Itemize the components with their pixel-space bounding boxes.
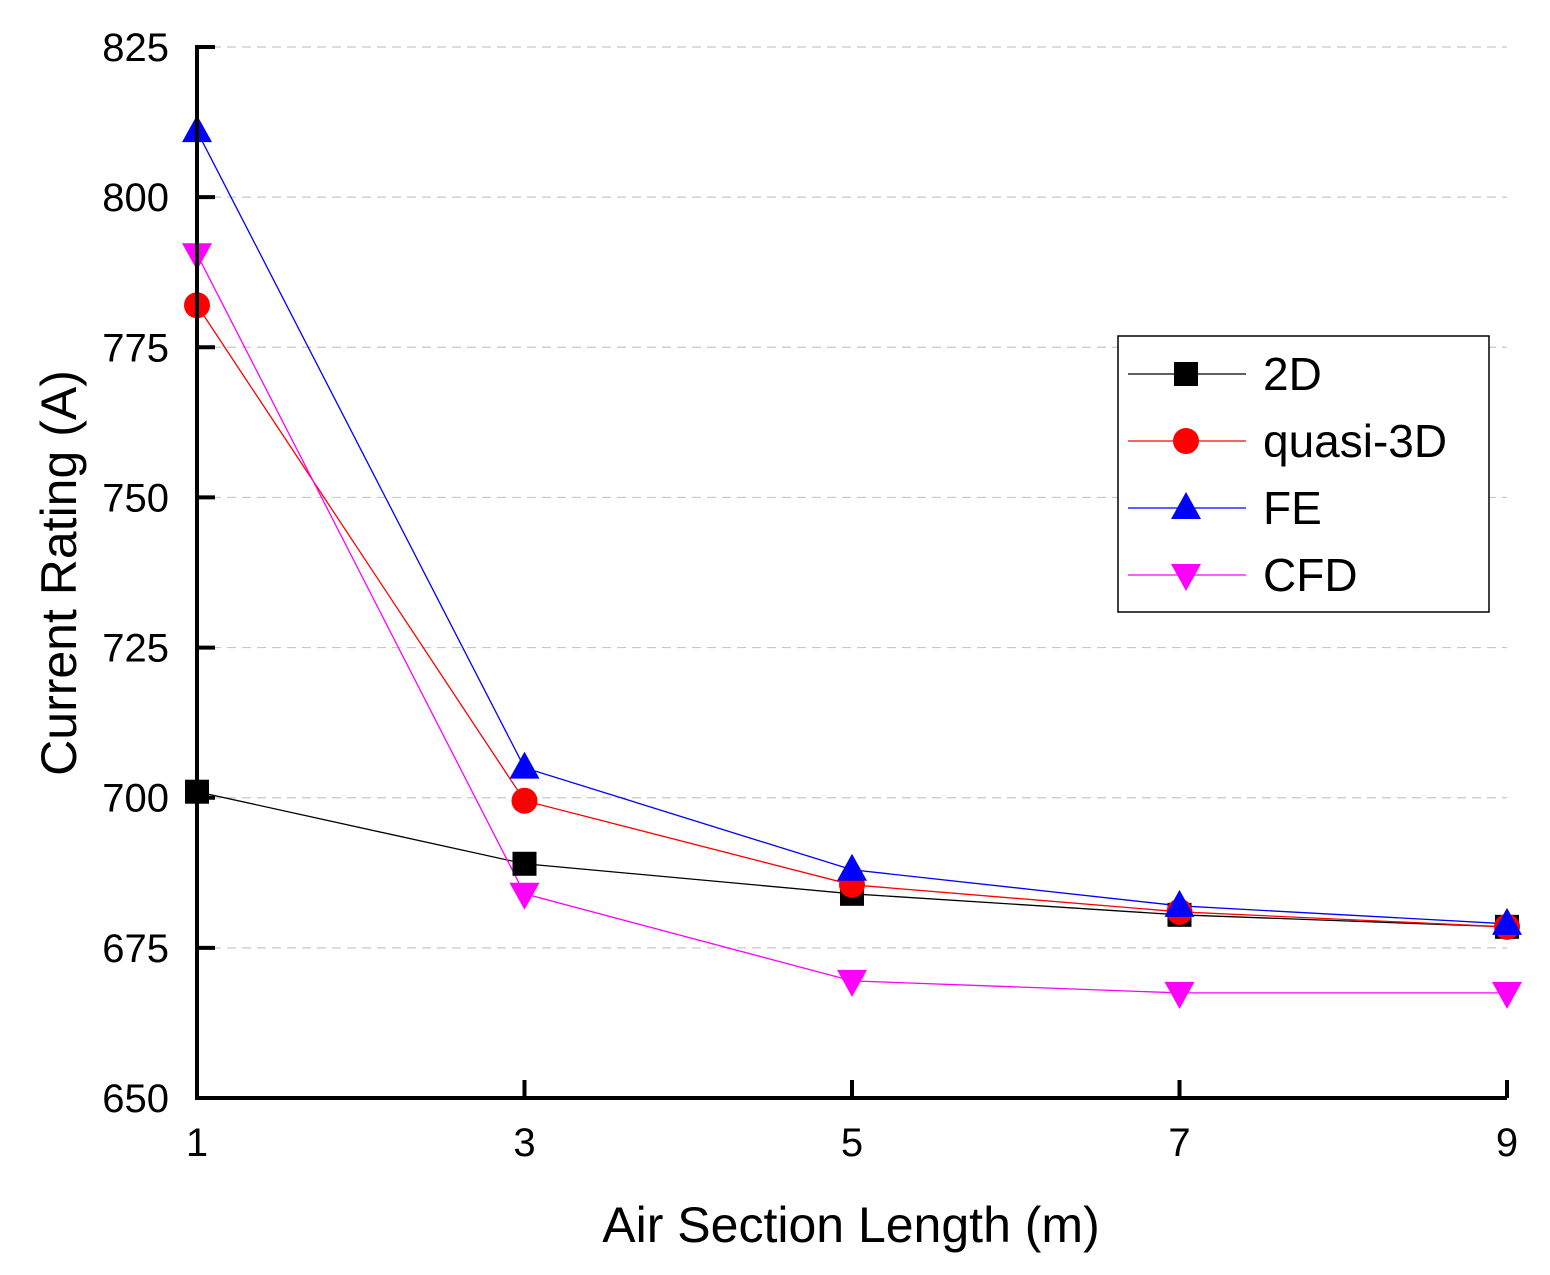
y-tick-label-725: 725 [102,627,169,671]
y-tick-label-675: 675 [102,927,169,971]
point-FE-9 [1492,907,1522,935]
point-FE-3 [509,751,540,779]
legend-label-2D: 2D [1263,348,1322,400]
x-tick-label-1: 1 [186,1121,208,1165]
axes: 650 675 700 725 750 775 800 825 1 3 5 7 9 [102,26,1518,1165]
y-tick-label-800: 800 [102,176,169,220]
y-axis-title: Current Rating (A) [31,370,87,776]
legend-label-CFD: CFD [1263,549,1358,601]
y-tick-label-750: 750 [102,476,169,520]
point-CFD-9 [1492,981,1522,1009]
x-tick-label-7: 7 [1168,1121,1190,1165]
point-FE-5 [837,853,867,881]
legend-marker-FE [1171,492,1201,519]
point-CFD-3 [509,882,540,910]
x-tick-label-9: 9 [1496,1121,1518,1165]
x-axis-title: Air Section Length (m) [602,1197,1099,1253]
legend-label-FE: FE [1263,482,1322,534]
legend-marker-2D [1174,362,1198,386]
x-tick-label-3: 3 [513,1121,535,1165]
point-CFD-7 [1164,981,1195,1009]
legend-label-quasi-3D: quasi-3D [1263,415,1447,467]
y-tick-label-650: 650 [102,1077,169,1121]
legend-marker-CFD [1171,564,1201,591]
grid-lines [197,46,1507,949]
y-tick-label-825: 825 [102,26,169,70]
point-quasi-3D-3 [511,787,538,814]
legend-marker-quasi-3D [1173,428,1199,454]
series-layer [182,115,1522,1009]
y-tick-label-700: 700 [102,777,169,821]
point-2D-3 [512,851,537,876]
x-tick-label-5: 5 [841,1121,863,1165]
point-FE-7 [1164,889,1195,917]
point-CFD-5 [837,969,867,997]
legend: 2D quasi-3D FE CFD [1117,335,1490,613]
y-tick-label-775: 775 [102,326,169,370]
